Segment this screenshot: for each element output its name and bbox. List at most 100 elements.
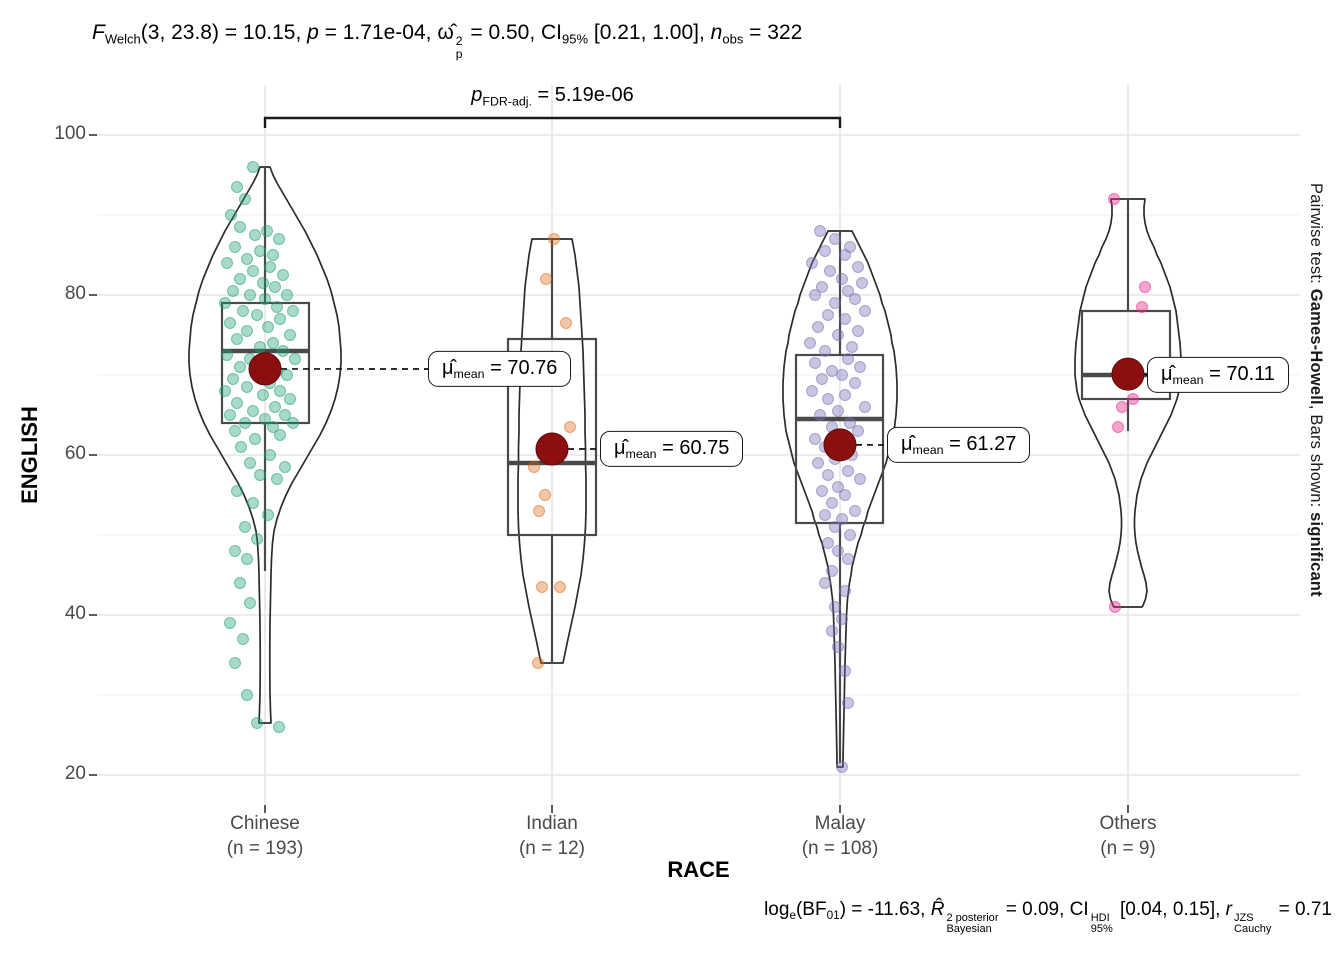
box-indian	[506, 337, 598, 537]
data-point-malay	[816, 281, 828, 293]
data-point-chinese	[231, 397, 243, 409]
data-point-chinese	[257, 277, 269, 289]
data-point-chinese	[241, 553, 253, 565]
data-point-chinese	[251, 309, 263, 321]
data-point-malay	[832, 481, 844, 493]
data-point-malay	[824, 265, 836, 277]
comparison-bracket	[263, 116, 842, 128]
data-point-chinese	[277, 345, 289, 357]
data-point-chinese	[262, 509, 274, 521]
y-tick-label-40: 40	[64, 602, 86, 624]
data-point-chinese	[224, 317, 236, 329]
data-point-chinese	[241, 689, 253, 701]
data-point-chinese	[264, 261, 276, 273]
data-point-chinese	[281, 289, 293, 301]
data-point-chinese	[239, 417, 251, 429]
data-point-chinese	[274, 313, 286, 325]
data-point-malay	[806, 257, 818, 269]
data-point-malay	[849, 377, 861, 389]
data-point-chinese	[267, 337, 279, 349]
data-point-malay	[814, 409, 826, 421]
data-point-malay	[859, 401, 871, 413]
data-point-malay	[842, 353, 854, 365]
data-point-malay	[854, 361, 866, 373]
data-point-chinese	[219, 385, 231, 397]
data-point-chinese	[281, 369, 293, 381]
data-point-malay	[856, 277, 868, 289]
data-point-chinese	[234, 577, 246, 589]
y-tick-label-80: 80	[64, 282, 86, 304]
data-point-chinese	[254, 341, 266, 353]
data-point-malay	[844, 529, 856, 541]
pairwise-p-value-label: pFDR-adj. = 5.19e-06	[471, 84, 634, 109]
data-point-chinese	[239, 193, 251, 205]
data-point-indian	[548, 233, 560, 245]
data-point-chinese	[244, 289, 256, 301]
data-point-chinese	[264, 449, 276, 461]
data-point-malay	[832, 545, 844, 557]
data-point-malay	[809, 289, 821, 301]
data-point-chinese	[267, 421, 279, 433]
data-point-chinese	[249, 433, 261, 445]
data-point-chinese	[247, 161, 259, 173]
data-point-malay	[852, 325, 864, 337]
x-axis-title: RACE	[667, 857, 730, 882]
data-point-malay	[842, 697, 854, 709]
data-point-chinese	[284, 329, 296, 341]
data-point-chinese	[289, 353, 301, 365]
data-point-malay	[852, 425, 864, 437]
data-point-chinese	[224, 409, 236, 421]
data-point-chinese	[219, 297, 231, 309]
data-point-chinese	[287, 417, 299, 429]
data-point-malay	[809, 357, 821, 369]
data-point-chinese	[241, 381, 253, 393]
data-point-malay	[819, 245, 831, 257]
data-point-malay	[829, 297, 841, 309]
data-point-chinese	[269, 401, 281, 413]
data-point-malay	[832, 641, 844, 653]
data-point-chinese	[235, 441, 247, 453]
data-point-chinese	[269, 281, 281, 293]
data-point-chinese	[244, 457, 256, 469]
data-point-chinese	[261, 225, 273, 237]
y-tick-label-100: 100	[54, 122, 86, 144]
data-point-indian	[536, 581, 548, 593]
data-point-others	[1112, 421, 1124, 433]
data-point-others	[1108, 193, 1120, 205]
data-point-malay	[812, 321, 824, 333]
box-others	[1080, 309, 1172, 401]
data-point-chinese	[244, 597, 256, 609]
mean-label-others: μ̂mean = 70.11	[1147, 356, 1289, 394]
mean-dot-chinese	[248, 352, 282, 386]
data-point-chinese	[241, 325, 253, 337]
data-point-chinese	[234, 273, 246, 285]
data-point-chinese	[251, 533, 263, 545]
data-point-malay	[839, 489, 851, 501]
data-point-chinese	[284, 393, 296, 405]
data-point-chinese	[254, 469, 266, 481]
data-point-indian	[560, 317, 572, 329]
data-point-chinese	[229, 657, 241, 669]
data-point-malay	[839, 249, 851, 261]
x-category-label-indian: Indian (n = 12)	[518, 813, 585, 859]
data-point-chinese	[279, 409, 291, 421]
data-point-chinese	[279, 461, 291, 473]
data-point-malay	[836, 273, 848, 285]
data-point-malay	[836, 513, 848, 525]
data-point-malay	[822, 393, 834, 405]
data-point-malay	[826, 365, 838, 377]
y-tick-label-60: 60	[64, 442, 86, 464]
data-point-others	[1116, 401, 1128, 413]
box-chinese	[220, 301, 311, 425]
data-point-malay	[836, 761, 848, 773]
data-point-chinese	[224, 617, 236, 629]
data-point-chinese	[254, 245, 266, 257]
data-point-malay	[849, 293, 861, 305]
data-point-others	[1139, 281, 1151, 293]
data-point-malay	[819, 577, 831, 589]
data-point-chinese	[273, 233, 285, 245]
data-point-malay	[812, 457, 824, 469]
mean-label-chinese: μ̂mean = 70.76	[428, 350, 572, 388]
data-point-chinese	[229, 425, 241, 437]
